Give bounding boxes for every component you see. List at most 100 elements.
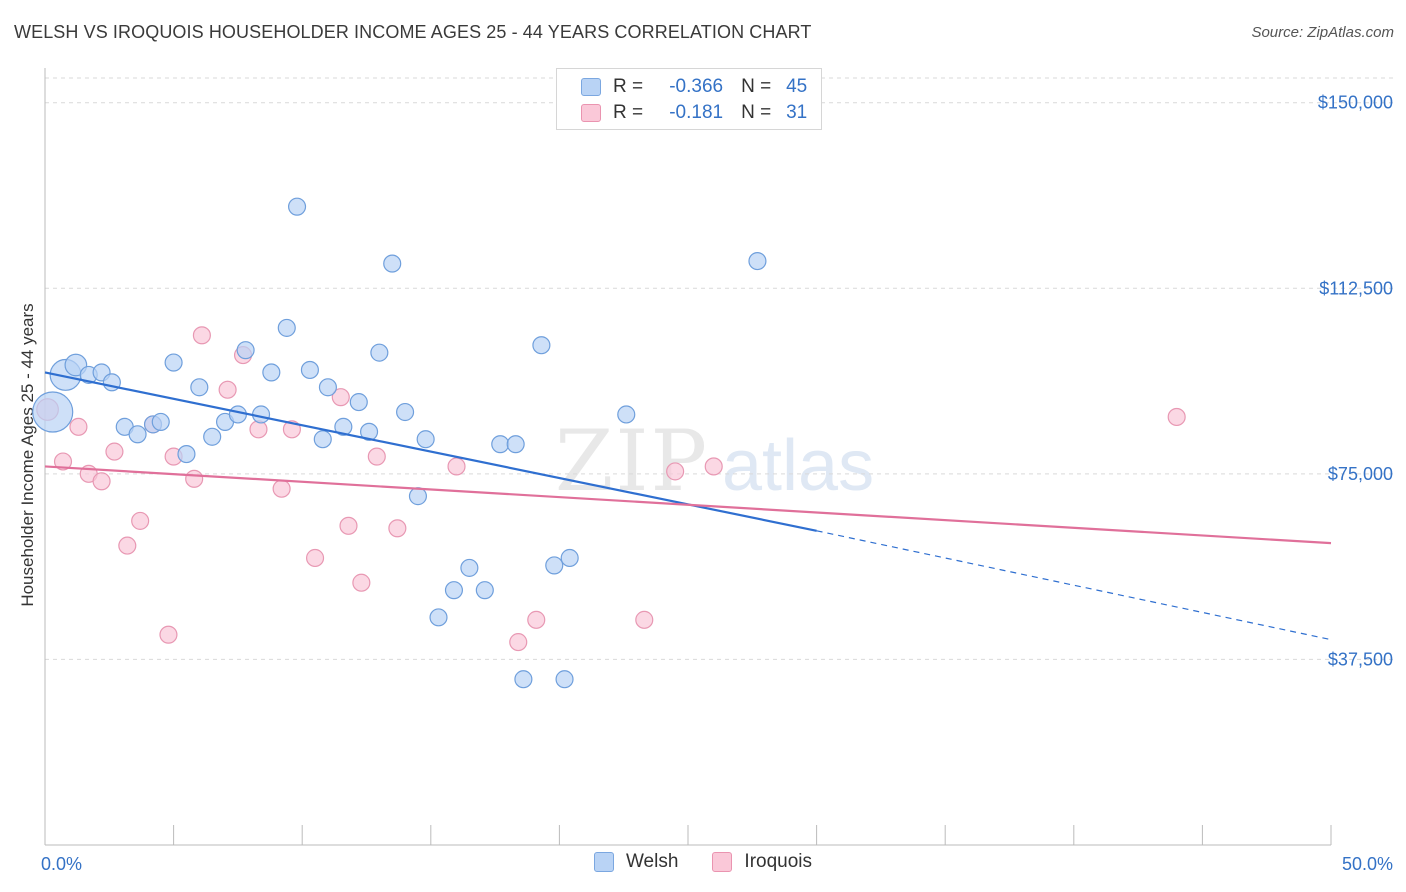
stats-row-welsh: R = -0.366 N = 45 <box>581 74 807 100</box>
iroquois-point <box>282 420 301 439</box>
welsh-point <box>128 425 147 444</box>
iroquois-point <box>1167 407 1186 427</box>
welsh-point <box>318 378 337 397</box>
iroquois-point <box>352 573 371 592</box>
welsh-point <box>334 417 353 436</box>
welsh-point <box>313 430 332 449</box>
welsh-point <box>545 556 564 575</box>
welsh-point <box>748 252 767 271</box>
welsh-point <box>262 363 281 382</box>
iroquois-point <box>272 479 291 498</box>
welsh-point <box>444 581 464 600</box>
iroquois-point <box>53 452 73 471</box>
welsh-point <box>514 670 533 689</box>
iroquois-point <box>105 442 124 461</box>
tick-labels: $37,500 $75,000 $112,500 $150,000 0.0% 50.0% <box>41 93 1393 874</box>
stats-row-iroquois: R = -0.181 N = 31 <box>581 100 807 126</box>
iroquois-point <box>666 462 685 481</box>
legend: Welsh Iroquois <box>0 851 1406 873</box>
watermark-atlas: atlas <box>722 426 874 506</box>
iroquois-point <box>527 610 546 629</box>
iroquois-point <box>339 516 358 535</box>
welsh-point <box>300 360 319 380</box>
welsh-point <box>228 405 247 424</box>
welsh-point <box>532 336 551 355</box>
welsh-point <box>475 581 494 600</box>
trend-lines <box>44 371 1332 641</box>
welsh-point <box>460 558 479 577</box>
chart-title: WELSH VS IROQUOIS HOUSEHOLDER INCOME AGE… <box>14 22 812 42</box>
stats-n-value: 45 <box>786 76 808 97</box>
welsh-point <box>151 412 170 431</box>
welsh-point <box>560 548 579 568</box>
y-tick-label: $150,000 <box>1318 93 1393 113</box>
welsh-point <box>370 343 389 362</box>
iroquois-point <box>185 469 204 488</box>
stats-box: R = -0.366 N = 45 R = -0.181 N = 31 <box>556 68 822 130</box>
welsh-point <box>416 430 435 449</box>
welsh-point <box>164 353 183 372</box>
grid-lines <box>45 77 1395 660</box>
stats-r-value: -0.181 <box>669 102 724 123</box>
welsh-point <box>396 402 415 422</box>
welsh-point <box>617 405 636 424</box>
stats-n-label: N = <box>741 102 772 123</box>
stats-n-label: N = <box>741 76 772 97</box>
watermark-zip: ZIP <box>555 412 709 510</box>
welsh-point <box>287 197 307 216</box>
welsh-point <box>506 435 525 454</box>
welsh-point <box>177 445 196 464</box>
welsh-point <box>383 254 402 273</box>
stats-r-value: -0.366 <box>669 76 724 97</box>
iroquois-point <box>704 457 723 476</box>
iroquois-point <box>118 536 137 555</box>
welsh-point <box>408 487 428 506</box>
welsh-point <box>190 378 209 397</box>
x-tick-label: 50.0% <box>1342 854 1393 874</box>
legend-item-welsh[interactable]: Welsh <box>593 851 679 873</box>
iroquois-point <box>218 380 237 399</box>
iroquois-point <box>447 457 466 476</box>
stats-r-label: R = <box>613 102 644 123</box>
welsh-points <box>32 197 767 689</box>
welsh-point <box>277 318 296 337</box>
welsh-point <box>32 391 74 433</box>
iroquois-point <box>69 417 88 436</box>
legend-swatch-welsh <box>593 852 614 872</box>
iroquois-point <box>192 326 211 345</box>
iroquois-point <box>509 633 528 652</box>
stats-r-label: R = <box>613 76 644 97</box>
stats-n-value: 31 <box>786 102 808 123</box>
welsh-trendline-extension <box>816 530 1332 641</box>
welsh-point <box>429 608 448 627</box>
iroquois-point <box>331 388 350 407</box>
legend-swatch-iroquois <box>712 852 733 872</box>
stats-swatch-welsh <box>581 78 601 96</box>
iroquois-trendline <box>44 465 1332 545</box>
iroquois-point <box>305 548 325 568</box>
legend-label-welsh: Welsh <box>625 851 679 872</box>
iroquois-point <box>249 420 268 439</box>
iroquois-point <box>367 447 386 466</box>
welsh-point <box>236 341 255 360</box>
iroquois-point <box>635 610 654 629</box>
source-note: Source: ZipAtlas.com <box>1251 24 1394 41</box>
y-tick-label: $37,500 <box>1328 649 1393 669</box>
axes <box>44 68 1332 846</box>
y-tick-label: $75,000 <box>1328 464 1393 484</box>
iroquois-point <box>388 519 407 538</box>
x-tick-label: 0.0% <box>41 854 82 874</box>
legend-label-iroquois: Iroquois <box>744 851 813 872</box>
iroquois-point <box>131 511 150 530</box>
welsh-point <box>555 670 574 689</box>
iroquois-point <box>159 625 178 644</box>
welsh-point <box>360 422 379 441</box>
iroquois-point <box>92 472 111 491</box>
welsh-point <box>203 427 222 446</box>
stats-swatch-iroquois <box>581 104 601 122</box>
y-tick-label: $112,500 <box>1319 278 1393 298</box>
welsh-point <box>491 435 510 454</box>
welsh-point <box>349 393 368 412</box>
legend-item-iroquois[interactable]: Iroquois <box>712 851 812 873</box>
